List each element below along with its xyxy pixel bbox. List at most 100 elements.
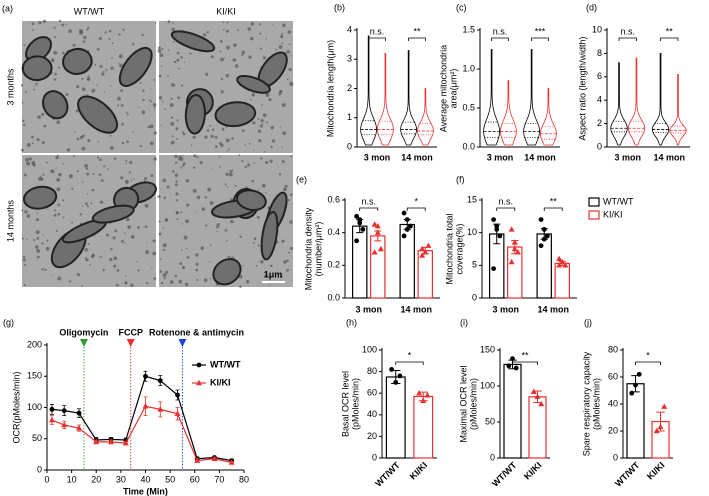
texture (93, 235, 95, 237)
texture (261, 122, 264, 125)
texture (73, 155, 75, 157)
marker (556, 255, 563, 261)
texture (192, 135, 196, 139)
texture (231, 169, 234, 172)
texture (286, 78, 289, 81)
marker (371, 221, 378, 227)
texture (32, 29, 34, 31)
texture (26, 238, 28, 241)
marker (371, 249, 378, 255)
texture (130, 179, 133, 182)
panel-label: (j) (584, 317, 592, 327)
texture (181, 249, 183, 251)
texture (76, 273, 80, 277)
marker (122, 439, 129, 446)
marker (629, 390, 635, 396)
x-tick-label: WT/WT (373, 460, 402, 489)
texture (202, 33, 207, 37)
y-tick-label: 60 (608, 371, 618, 381)
texture (124, 179, 129, 184)
significance-bracket (359, 207, 379, 211)
texture (41, 112, 45, 116)
texture (209, 277, 212, 280)
marker (175, 392, 180, 398)
panel-label: (i) (460, 317, 468, 327)
marker (506, 363, 512, 369)
texture (220, 90, 224, 94)
y-tick-label: 4 (347, 24, 352, 34)
significance-bracket (408, 37, 426, 41)
texture (53, 50, 58, 55)
texture (288, 67, 292, 72)
annotation-label: Rotenone & antimycin (149, 327, 244, 337)
marker (513, 365, 519, 371)
mitochondrion (260, 210, 279, 261)
bar (554, 262, 571, 299)
significance-bracket (635, 361, 661, 365)
marker (541, 236, 547, 242)
texture (22, 258, 26, 262)
marker (196, 379, 202, 386)
texture (200, 246, 204, 250)
x-tick-label: 40 (140, 474, 150, 484)
texture (259, 47, 262, 50)
texture (38, 21, 42, 25)
texture (222, 21, 225, 24)
texture (90, 202, 93, 205)
texture (195, 262, 199, 266)
texture (193, 154, 197, 158)
marker (636, 371, 642, 377)
texture (284, 184, 288, 188)
texture (42, 234, 44, 236)
texture (178, 155, 182, 159)
texture (170, 140, 175, 145)
texture (35, 230, 40, 235)
texture (57, 66, 61, 69)
texture (190, 144, 193, 147)
texture (127, 225, 131, 229)
significance-label: *** (535, 26, 546, 36)
column-label: KI/KI (216, 6, 236, 16)
texture (164, 108, 167, 111)
mitochondrion (118, 46, 153, 87)
legend-swatch (588, 210, 600, 220)
y-tick-label: 10 (592, 24, 602, 34)
texture (41, 141, 45, 144)
texture (175, 211, 179, 215)
texture (99, 158, 102, 162)
texture (42, 19, 47, 24)
texture (234, 184, 237, 187)
texture (76, 170, 79, 173)
texture (270, 145, 273, 149)
texture (91, 254, 95, 259)
texture (113, 264, 117, 268)
texture (253, 162, 256, 165)
texture (247, 163, 251, 167)
texture (65, 23, 67, 26)
texture (109, 257, 113, 262)
texture (143, 179, 146, 182)
x-tick-label: 50 (165, 474, 175, 484)
texture (173, 60, 177, 64)
significance-label: ** (521, 350, 529, 360)
texture (236, 29, 239, 31)
texture (125, 162, 128, 164)
significance-bracket (531, 37, 549, 41)
significance-bracket (512, 361, 538, 365)
texture (270, 264, 273, 268)
y-axis-label: Aspect ratio (length/width) (577, 36, 587, 140)
texture (103, 91, 105, 94)
texture (172, 22, 174, 24)
texture (53, 213, 57, 217)
texture (218, 165, 221, 168)
texture (109, 85, 112, 87)
texture (281, 160, 285, 164)
texture (248, 55, 252, 59)
texture (117, 104, 120, 107)
marker (538, 243, 544, 249)
texture (36, 138, 40, 142)
texture (250, 21, 255, 26)
texture (62, 163, 64, 165)
texture (40, 177, 44, 181)
texture (51, 274, 53, 276)
